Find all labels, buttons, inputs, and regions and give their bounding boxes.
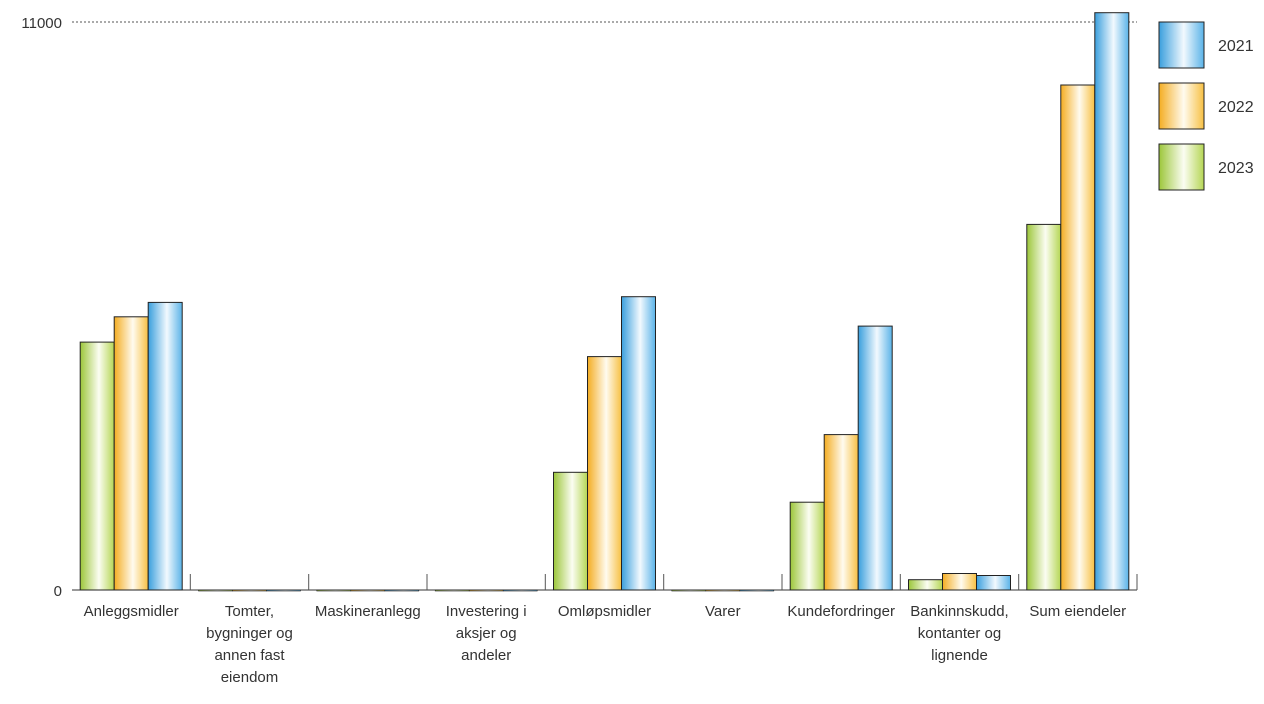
category-label-line: bygninger og: [206, 625, 293, 642]
bar-2023-2: [316, 589, 352, 592]
bar-2023-0: [79, 341, 115, 591]
bar-2022-6: [823, 434, 859, 591]
bar-2023-7: [908, 579, 943, 591]
category-label-line: Sum eiendeler: [1029, 603, 1126, 620]
category-label-line: Varer: [705, 603, 741, 620]
bar-2022-5: [705, 589, 741, 592]
category-label-1: Tomter, bygninger og annen fast eiendom: [206, 603, 293, 686]
legend-swatch-2021: [1158, 21, 1205, 69]
category-label-6: Kundefordringer: [787, 603, 895, 620]
bar-2023-8: [1026, 223, 1062, 591]
bar-2023-6: [789, 501, 825, 591]
category-label-line: Omløpsmidler: [558, 603, 651, 620]
bar-2023-3: [434, 589, 470, 592]
category-label-line: Maskineranlegg: [315, 603, 421, 620]
category-label-line: kontanter og: [918, 625, 1001, 642]
bar-2021-2: [384, 589, 420, 592]
category-label-line: Tomter,: [225, 603, 274, 620]
legend: 2021 2022 2023: [1158, 21, 1254, 191]
category-label-5: Varer: [705, 603, 741, 620]
bar-2021-6: [857, 325, 893, 591]
legend-label-2021: 2021: [1218, 38, 1254, 55]
category-label-8: Sum eiendeler: [1029, 603, 1126, 620]
bar-2023-4: [553, 471, 588, 591]
category-label-3: Investering i aksjer og andeler: [446, 603, 527, 664]
bar-2021-3: [502, 589, 538, 592]
y-tick-label-zero: 0: [54, 583, 62, 600]
category-label-4: Omløpsmidler: [558, 603, 651, 620]
bar-2022-4: [587, 356, 622, 591]
legend-swatch-2023: [1158, 143, 1205, 191]
bar-2023-5: [671, 589, 707, 592]
category-labels: Anleggsmidler Tomter, bygninger og annen fa…: [84, 603, 1126, 686]
category-label-line: aksjer og: [456, 625, 517, 642]
bar-2021-1: [266, 589, 301, 592]
legend-swatch-2022: [1158, 82, 1205, 130]
bar-2021-4: [621, 296, 656, 591]
bar-2022-0: [113, 316, 149, 591]
category-label-line: andeler: [461, 647, 511, 664]
category-label-line: lignende: [931, 647, 988, 664]
category-label-7: Bankinnskudd, kontanter og lignende: [910, 603, 1008, 664]
bar-2023-1: [198, 589, 233, 592]
y-tick-label-max: 11000: [21, 15, 62, 32]
bar-2022-8: [1060, 84, 1096, 591]
category-label-line: Kundefordringer: [787, 603, 895, 620]
category-label-line: Investering i: [446, 603, 527, 620]
bar-2022-1: [232, 589, 267, 592]
bar-2021-7: [976, 575, 1011, 591]
category-label-line: annen fast: [214, 647, 285, 664]
bar-2021-0: [147, 301, 183, 591]
category-label-0: Anleggsmidler: [84, 603, 179, 620]
category-label-line: eiendom: [221, 669, 279, 686]
category-label-2: Maskineranlegg: [315, 603, 421, 620]
bar-2021-5: [739, 589, 775, 592]
legend-label-2022: 2022: [1218, 99, 1254, 116]
category-separators: [189, 574, 1138, 590]
legend-label-2023: 2023: [1218, 160, 1254, 177]
bar-2022-2: [350, 589, 386, 592]
category-label-line: Bankinnskudd,: [910, 603, 1008, 620]
bar-2022-3: [468, 589, 504, 592]
bars-group: [79, 12, 1130, 592]
category-label-line: Anleggsmidler: [84, 603, 179, 620]
bar-2022-7: [942, 573, 977, 591]
bar-2021-8: [1094, 12, 1130, 591]
